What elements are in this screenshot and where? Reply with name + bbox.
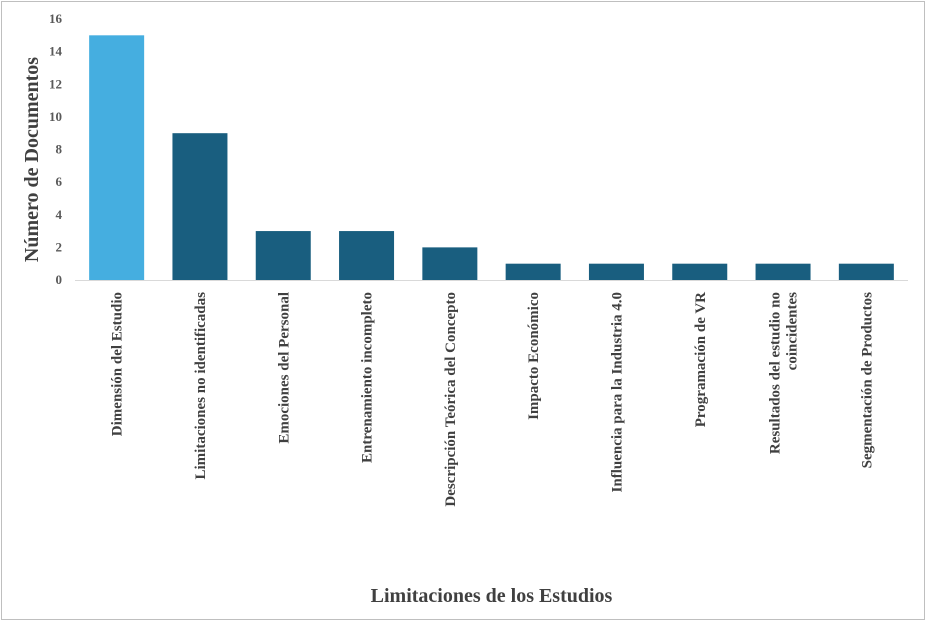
bar [255, 231, 311, 280]
y-tick-label: 4 [56, 207, 63, 222]
bar [339, 231, 395, 280]
y-tick-label: 10 [49, 109, 62, 124]
y-tick-label: 2 [56, 239, 63, 254]
x-tick-label: Influencia para la Industria 4.0 [609, 292, 625, 492]
bar [838, 263, 894, 280]
y-tick-label: 16 [49, 11, 63, 26]
bar [505, 263, 561, 280]
x-tick-label: Impacto Económico [526, 292, 542, 420]
bar [172, 133, 228, 280]
bar [755, 263, 811, 280]
x-axis-labels: Dimensión del Estudio Limitaciones no ide… [110, 292, 876, 507]
y-tick-label: 8 [56, 142, 63, 157]
x-tick-label: Dimensión del Estudio [110, 292, 126, 436]
bar [89, 35, 145, 280]
bar [422, 247, 478, 280]
x-tick-label: Emociones del Personal [276, 292, 292, 444]
y-axis-ticks: 0 2 4 6 8 10 12 14 16 [49, 11, 63, 287]
x-tick-label: Segmentación de Productos [859, 292, 875, 469]
y-axis-title: Número de Documentos [21, 57, 43, 262]
x-tick-label: Programación de VR [693, 292, 709, 427]
y-tick-label: 6 [56, 174, 63, 189]
bar [672, 263, 728, 280]
y-tick-label: 0 [56, 272, 63, 287]
x-axis-title: Limitaciones de los Estudios [371, 585, 613, 607]
x-tick-label: Entrenamiento incompleto [360, 292, 376, 463]
x-tick-label: Resultados del estudio no [768, 292, 784, 454]
y-tick-label: 14 [49, 44, 63, 59]
bars [89, 35, 894, 280]
x-tick-label: coincidentes [785, 292, 801, 370]
x-tick-label: Descripción Teórica del Concepto [443, 292, 459, 507]
x-tick-label: Limitaciones no identificadas [193, 292, 209, 480]
bar [588, 263, 644, 280]
y-tick-label: 12 [49, 76, 62, 91]
